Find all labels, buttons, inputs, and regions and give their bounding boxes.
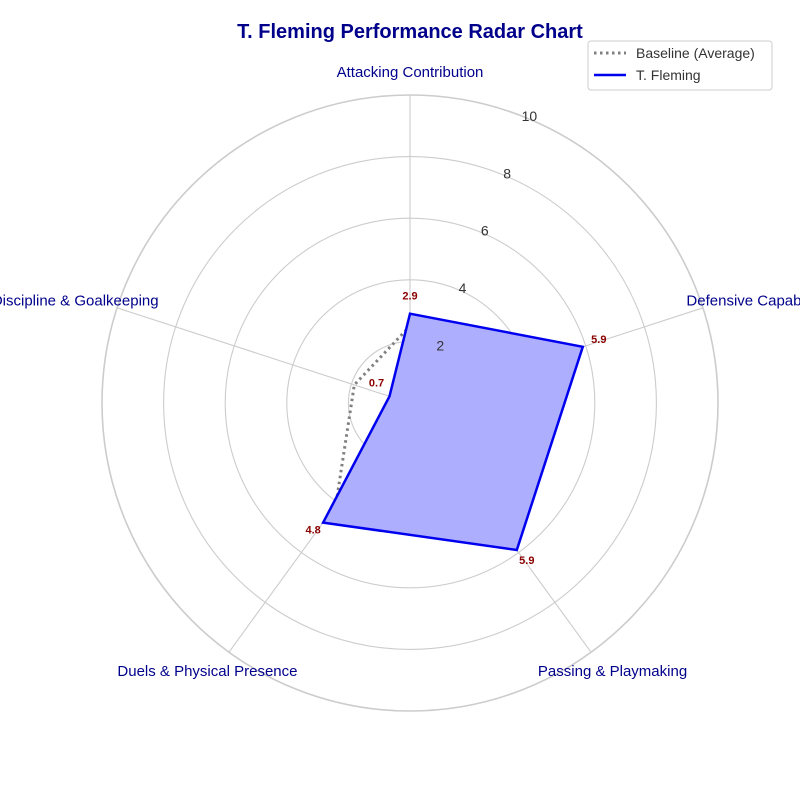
label-layer: 2 4 6 8 10 Attacking Contribution Defensive Ca…: [0, 64, 800, 680]
chart-title: T. Fleming Performance Radar Chart: [237, 21, 583, 43]
axis-label: Passing & Playmaking: [538, 663, 687, 680]
value-label: 5.9: [591, 334, 606, 346]
series-layer: [321, 312, 585, 552]
axis-label: Duels & Physical Presence: [117, 663, 297, 680]
value-label: 2.9: [402, 291, 417, 303]
legend-label: Baseline (Average): [636, 45, 755, 61]
legend-label: T. Fleming: [636, 67, 701, 83]
axis-label: Attacking Contribution: [337, 64, 484, 81]
value-label: 0.7: [369, 377, 384, 389]
radial-tick-label: 10: [522, 108, 538, 124]
radial-tick-label: 4: [459, 280, 467, 296]
value-label: 5.9: [519, 555, 534, 567]
spoke-line: [116, 307, 411, 404]
radial-tick-label: 6: [481, 223, 489, 239]
legend-box: [587, 40, 773, 91]
axis-label: Defensive Capability: [686, 293, 800, 310]
chart-legend: Baseline (Average) T. Fleming: [587, 40, 773, 91]
series-player-polygon: [321, 312, 585, 552]
value-label: 4.8: [305, 525, 320, 537]
axis-label: Discipline & Goalkeeping: [0, 293, 159, 310]
radial-tick-label: 8: [503, 165, 511, 181]
radial-tick-label: 2: [436, 338, 444, 354]
